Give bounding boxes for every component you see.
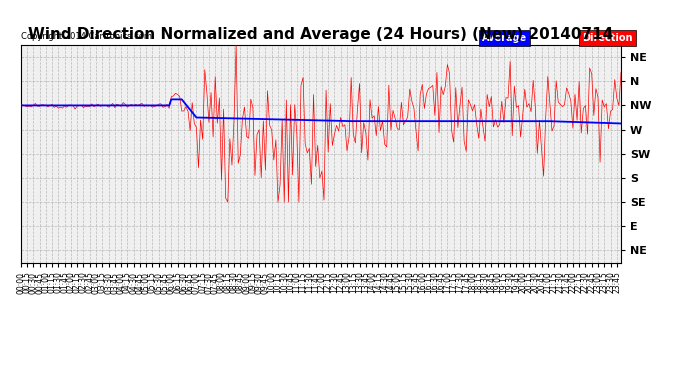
Title: Wind Direction Normalized and Average (24 Hours) (New) 20140714: Wind Direction Normalized and Average (2… — [28, 27, 613, 42]
Text: Copyright 2014 Cartronics.com: Copyright 2014 Cartronics.com — [21, 32, 152, 40]
Text: Direction: Direction — [582, 33, 633, 43]
Text: Average: Average — [482, 33, 527, 43]
